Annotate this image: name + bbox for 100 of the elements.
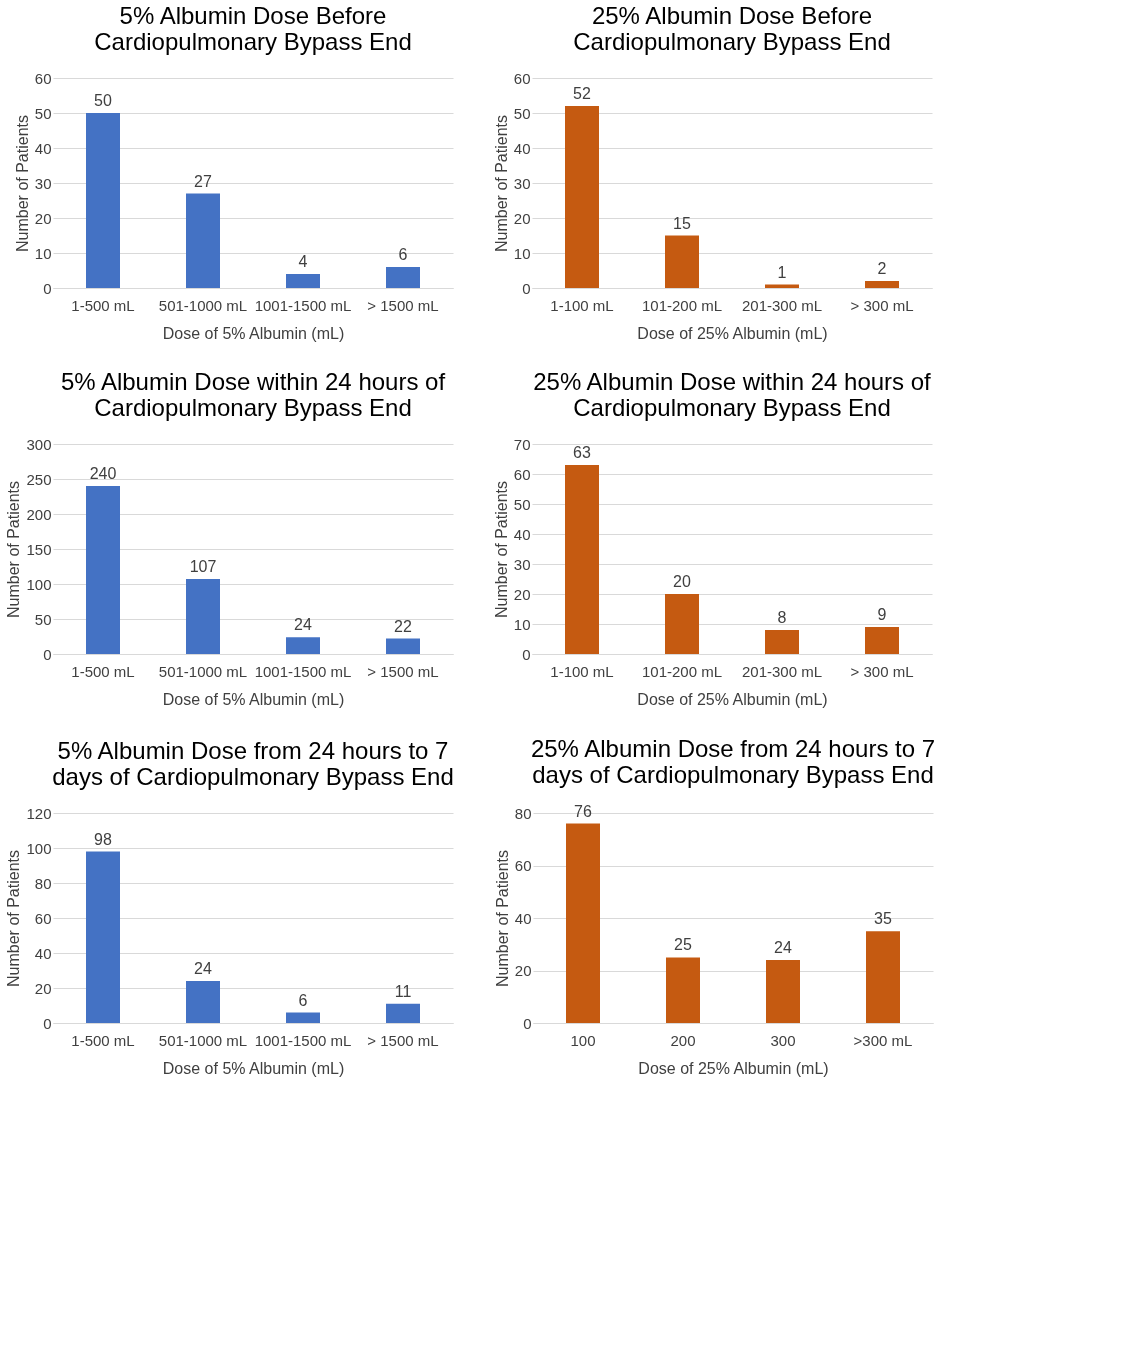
y-tick-label: 30 bbox=[34, 174, 52, 192]
data-label: 76 bbox=[574, 802, 592, 820]
y-tick-label: 0 bbox=[522, 279, 531, 297]
y-axis-title: Number of Patients bbox=[492, 481, 510, 618]
y-tick-label: 60 bbox=[34, 909, 52, 927]
y-tick-label: 80 bbox=[34, 874, 52, 892]
data-label: 4 bbox=[298, 253, 308, 270]
y-tick-label: 250 bbox=[26, 470, 52, 488]
bar bbox=[386, 638, 420, 654]
x-tick-label: 1-100 mL bbox=[550, 296, 614, 314]
data-label: 52 bbox=[573, 85, 591, 102]
y-axis-title: Number of Patients bbox=[13, 115, 31, 252]
y-tick-label: 0 bbox=[43, 1014, 52, 1032]
x-tick-label: 300 bbox=[770, 1031, 796, 1049]
y-tick-label: 40 bbox=[34, 944, 52, 962]
x-axis-title: Dose of 25% Albumin (mL) bbox=[637, 324, 828, 342]
y-tick-label: 20 bbox=[514, 962, 532, 979]
y-tick-label: 40 bbox=[514, 909, 532, 927]
data-label: 20 bbox=[673, 573, 691, 590]
bar bbox=[665, 235, 699, 288]
chart-title: 5% Albumin Dose from 24 hours to 7 days of Cardiopulmonary Bypass End bbox=[52, 737, 454, 790]
bar bbox=[565, 106, 599, 288]
y-tick-label: 0 bbox=[43, 645, 52, 663]
y-tick-label: 20 bbox=[513, 209, 531, 227]
x-tick-label: 1-100 mL bbox=[550, 662, 614, 680]
bar bbox=[665, 594, 699, 654]
y-axis-title: Number of Patients bbox=[5, 850, 23, 987]
x-axis-title: Dose of 25% Albumin (mL) bbox=[638, 1059, 829, 1077]
x-axis-title: Dose of 5% Albumin (mL) bbox=[162, 690, 345, 708]
y-tick-label: 60 bbox=[513, 69, 531, 87]
x-tick-label: 1-500 mL bbox=[71, 662, 135, 680]
x-tick-label: 501-1000 mL bbox=[158, 296, 248, 314]
data-label: 9 bbox=[877, 606, 887, 623]
y-tick-label: 10 bbox=[513, 244, 531, 262]
bar bbox=[286, 637, 320, 654]
bar bbox=[386, 267, 420, 288]
bar bbox=[565, 465, 599, 654]
bar bbox=[566, 823, 600, 1023]
y-tick-label: 0 bbox=[43, 279, 52, 297]
x-tick-label: 201-300 mL bbox=[741, 296, 823, 314]
data-label: 240 bbox=[89, 465, 117, 482]
x-tick-label: 101-200 mL bbox=[641, 296, 723, 314]
data-label: 24 bbox=[294, 616, 312, 634]
bar bbox=[186, 981, 220, 1023]
bar bbox=[86, 486, 120, 654]
y-tick-label: 100 bbox=[26, 575, 52, 593]
x-tick-label: 501-1000 mL bbox=[158, 1031, 248, 1049]
bar bbox=[765, 630, 799, 654]
x-tick-label: 1001-1500 mL bbox=[254, 662, 352, 680]
data-label: 35 bbox=[874, 910, 892, 928]
bar bbox=[86, 113, 120, 288]
y-tick-label: 20 bbox=[34, 209, 52, 227]
y-tick-label: 50 bbox=[34, 610, 52, 628]
x-axis-title: Dose of 25% Albumin (mL) bbox=[637, 690, 828, 708]
y-tick-label: 50 bbox=[513, 495, 531, 513]
y-tick-label: 40 bbox=[513, 525, 531, 543]
bar bbox=[386, 1003, 420, 1023]
y-tick-label: 100 bbox=[26, 839, 52, 857]
data-label: 22 bbox=[394, 617, 412, 635]
data-label: 107 bbox=[189, 558, 217, 576]
x-tick-label: > 1500 mL bbox=[367, 1031, 439, 1049]
y-tick-label: 20 bbox=[513, 585, 531, 603]
y-tick-label: 40 bbox=[513, 139, 531, 157]
x-axis-title: Dose of 5% Albumin (mL) bbox=[162, 1059, 345, 1077]
data-label: 24 bbox=[194, 960, 212, 977]
y-tick-label: 0 bbox=[522, 645, 531, 663]
y-tick-label: 20 bbox=[34, 979, 52, 997]
chart-title: 25% Albumin Dose Before Cardiopulmonary Bypass End bbox=[573, 2, 891, 55]
chart-title: 5% Albumin Dose Before Cardiopulmonary Bypass End bbox=[94, 2, 412, 55]
chart-title: 25% Albumin Dose from 24 hours to 7 days of Cardiopulmonary Bypass End bbox=[530, 734, 936, 788]
data-label: 8 bbox=[777, 609, 787, 626]
y-tick-label: 70 bbox=[513, 435, 531, 453]
data-label: 15 bbox=[673, 214, 691, 232]
x-tick-label: 100 bbox=[570, 1031, 596, 1049]
data-label: 2 bbox=[877, 260, 887, 277]
x-tick-label: > 300 mL bbox=[850, 662, 914, 680]
bar bbox=[865, 627, 899, 654]
y-tick-label: 50 bbox=[34, 104, 52, 122]
y-tick-label: 60 bbox=[34, 69, 52, 87]
y-tick-label: 0 bbox=[523, 1014, 532, 1032]
x-tick-label: > 1500 mL bbox=[367, 662, 439, 680]
y-tick-label: 200 bbox=[26, 505, 52, 523]
bar bbox=[86, 851, 120, 1023]
x-tick-label: 201-300 mL bbox=[741, 662, 823, 680]
bar bbox=[666, 957, 700, 1023]
y-tick-label: 60 bbox=[513, 465, 531, 483]
y-axis-title: Number of Patients bbox=[493, 850, 511, 987]
x-tick-label: >300 mL bbox=[853, 1031, 913, 1049]
y-tick-label: 10 bbox=[34, 244, 52, 262]
x-tick-label: > 1500 mL bbox=[367, 296, 439, 314]
x-tick-label: 1001-1500 mL bbox=[254, 296, 352, 314]
bar bbox=[766, 960, 800, 1023]
y-tick-label: 10 bbox=[513, 615, 531, 633]
y-axis-title: Number of Patients bbox=[492, 115, 510, 252]
bar bbox=[286, 1012, 320, 1023]
bar bbox=[865, 281, 899, 288]
data-label: 98 bbox=[94, 830, 112, 848]
data-label: 11 bbox=[394, 982, 412, 1000]
data-label: 27 bbox=[194, 172, 212, 190]
data-label: 25 bbox=[674, 936, 692, 954]
